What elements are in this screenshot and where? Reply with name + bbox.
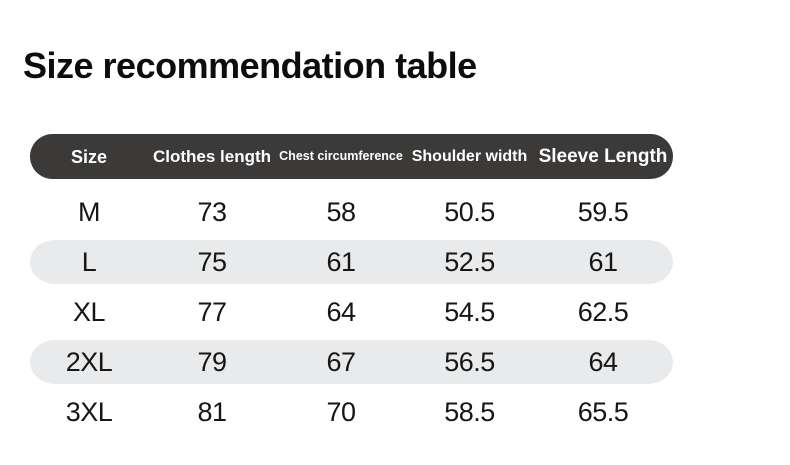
value-cell: 52.5 [444, 246, 495, 277]
value-cell: 81 [197, 396, 227, 427]
table-row-2xl: 2XL 79 67 56.5 64 [30, 337, 673, 387]
size-cell: 2XL [65, 346, 113, 377]
table-row-3xl: 3XL 81 70 58.5 65.5 [30, 387, 673, 437]
table-header-row: Size Clothes length Chest circumference … [30, 134, 673, 179]
table-row-m: M 73 58 50.5 59.5 [30, 187, 673, 237]
size-cell: 3XL [65, 396, 113, 427]
value-cell: 65.5 [577, 396, 629, 427]
column-header-shoulder-width: Shoulder width [411, 147, 528, 165]
value-cell: 59.5 [577, 196, 629, 227]
size-cell: L [81, 246, 97, 277]
value-cell: 79 [197, 346, 227, 377]
size-table: Size Clothes length Chest circumference … [30, 134, 673, 437]
value-cell: 50.5 [444, 196, 495, 227]
column-header-chest-circumference: Chest circumference [279, 149, 403, 164]
value-cell: 64 [588, 346, 618, 377]
value-cell: 73 [197, 196, 227, 227]
value-cell: 56.5 [444, 346, 495, 377]
value-cell: 75 [197, 246, 227, 277]
value-cell: 54.5 [444, 296, 495, 327]
value-cell: 61 [588, 246, 618, 277]
column-header-clothes-length: Clothes length [152, 147, 272, 166]
value-cell: 67 [326, 346, 356, 377]
column-header-sleeve-length: Sleeve Length [538, 146, 668, 167]
size-cell: M [78, 196, 101, 227]
size-cell: XL [72, 296, 106, 327]
table-row-l: L 75 61 52.5 61 [30, 237, 673, 287]
value-cell: 58.5 [444, 396, 495, 427]
value-cell: 58 [326, 196, 356, 227]
value-cell: 70 [326, 396, 356, 427]
value-cell: 61 [326, 246, 356, 277]
column-header-size: Size [70, 146, 108, 167]
table-row-xl: XL 77 64 54.5 62.5 [30, 287, 673, 337]
value-cell: 64 [326, 296, 356, 327]
page-title: Size recommendation table [23, 45, 477, 86]
value-cell: 62.5 [577, 296, 629, 327]
value-cell: 77 [197, 296, 227, 327]
